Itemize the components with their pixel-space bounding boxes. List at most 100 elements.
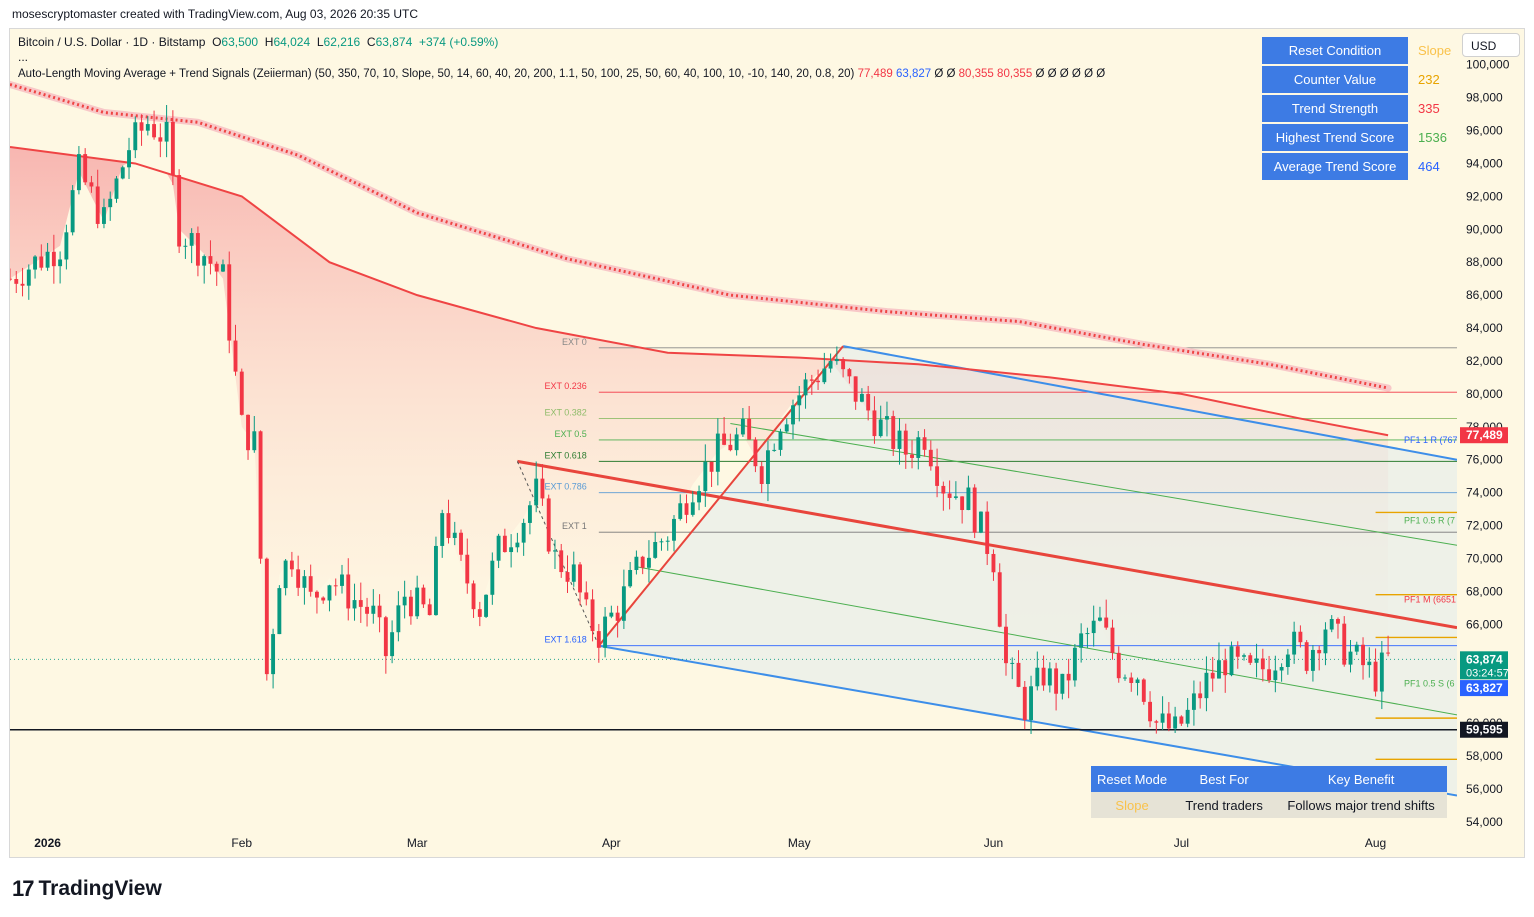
candle-body [283, 560, 288, 589]
attribution: mosescryptomaster created with TradingVi… [12, 7, 418, 21]
candle-body [715, 433, 720, 472]
candle-body [390, 632, 395, 657]
candle-body [853, 376, 858, 402]
candle-body [1041, 667, 1046, 686]
legend-more[interactable]: ... [18, 50, 29, 64]
candle-body [653, 541, 658, 558]
candle-body [640, 556, 645, 568]
candle-body [903, 430, 908, 455]
candle-body [584, 592, 589, 600]
candle-body [1054, 668, 1059, 694]
candle-body [396, 605, 401, 633]
candle-body [628, 569, 633, 587]
candle-body [1179, 716, 1184, 724]
candle-body [1292, 631, 1297, 655]
candle-body [1035, 667, 1040, 687]
y-tick-label: 66,000 [1466, 617, 1503, 631]
candle-body [803, 379, 808, 396]
candle-body [615, 612, 620, 621]
x-tick-label: Feb [231, 836, 252, 850]
price-axis-label: 77,489 [1466, 428, 1503, 442]
reset-cell: Slope [1091, 792, 1174, 818]
candle-body [1066, 673, 1071, 681]
candle-body [690, 502, 695, 515]
candle-body [83, 154, 88, 183]
candle-body [1204, 672, 1209, 699]
candle-body [747, 418, 752, 440]
candle-body [158, 137, 163, 142]
reset-header: Reset Mode [1091, 766, 1174, 792]
indicator-value: Ø [934, 68, 944, 80]
candle-body [127, 150, 131, 168]
candle-body [1329, 619, 1334, 630]
price-axis-label: 63,827 [1466, 681, 1503, 695]
candle-body [1310, 649, 1315, 671]
candle-body [471, 583, 476, 610]
candle-body [1348, 651, 1353, 665]
candle-body [1060, 673, 1065, 694]
candle-body [1123, 677, 1127, 679]
candle-body [872, 410, 877, 437]
candle-body [978, 511, 983, 533]
candle-body [302, 576, 307, 588]
stats-row: Trend Strength 335 [1262, 95, 1462, 122]
indicator-legend: Auto-Length Moving Average + Trend Signa… [18, 68, 1105, 80]
candle-body [1217, 660, 1221, 679]
candle-body [465, 554, 470, 584]
candle-body [496, 535, 501, 561]
candle-body [358, 600, 363, 607]
price-axis-label: 63,874 [1466, 652, 1503, 666]
y-tick-label: 88,000 [1466, 255, 1503, 269]
candle-body [1235, 646, 1240, 657]
candle-body [540, 478, 545, 499]
stats-row: Reset Condition Slope [1262, 37, 1462, 64]
candle-body [33, 256, 37, 270]
indicator-value: 77,489 [857, 68, 893, 80]
change-value: +374 (+0.59%) [418, 35, 499, 49]
candle-body [1116, 652, 1121, 679]
price-axis-label-bg [1460, 651, 1508, 680]
candle-body [697, 491, 701, 503]
candle-body [1317, 649, 1322, 654]
currency-selector[interactable]: USD [1462, 33, 1520, 57]
close-value: 63,874 [375, 35, 413, 49]
candle-body [477, 609, 482, 617]
stats-value: Slope [1418, 43, 1452, 58]
candle-body [1210, 672, 1215, 679]
stats-label: Trend Strength [1262, 95, 1408, 122]
y-tick-label: 58,000 [1466, 749, 1503, 763]
candle-body [703, 461, 708, 492]
indicator-name: Auto-Length Moving Average + Trend Signa… [18, 68, 855, 80]
ext-level-label: EXT 0.786 [544, 482, 586, 492]
indicator-value: Ø [1071, 68, 1081, 80]
candle-body [202, 256, 207, 266]
candle-body [208, 256, 213, 264]
candle-body [102, 207, 106, 224]
candle-body [340, 574, 344, 586]
trend-stats-table: Reset Condition Slope Counter Value 232 Tr… [1260, 35, 1464, 182]
indicator-value: 80,355 [997, 68, 1033, 80]
candle-body [659, 541, 664, 543]
candle-body [816, 380, 821, 383]
tradingview-footer[interactable]: 17 TradingView [12, 876, 162, 902]
channel-mid-lower-line [636, 566, 1457, 716]
x-tick-label: 2026 [34, 836, 61, 850]
y-tick-label: 56,000 [1466, 782, 1503, 796]
candle-body [371, 605, 376, 614]
candle-body [1098, 617, 1102, 621]
candle-body [1154, 721, 1159, 723]
candle-body [1022, 686, 1027, 721]
low-value: 62,216 [323, 35, 361, 49]
candle-body [346, 574, 351, 609]
candle-body [402, 596, 407, 606]
candle-body [1229, 646, 1234, 676]
indicator-value: Ø [1059, 68, 1069, 80]
candle-body [164, 121, 169, 142]
reset-cell: Follows major trend shifts [1275, 792, 1448, 818]
countdown-label: 03:24:57 [1466, 667, 1509, 679]
candle-body [1298, 631, 1303, 643]
tradingview-logo: 17 [12, 876, 35, 901]
reset-header: Key Benefit [1275, 766, 1448, 792]
y-tick-label: 92,000 [1466, 189, 1503, 203]
